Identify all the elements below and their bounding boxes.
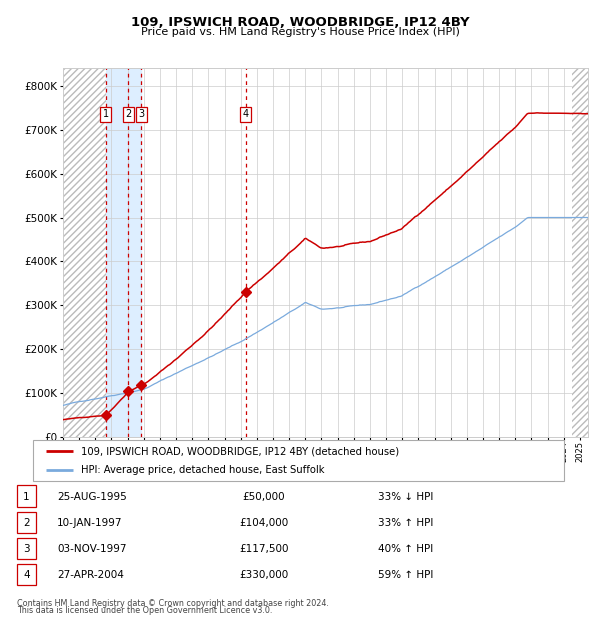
Text: 1: 1 (103, 109, 109, 119)
Text: 03-NOV-1997: 03-NOV-1997 (57, 544, 127, 554)
Bar (572, 68, 588, 437)
Text: Contains HM Land Registry data © Crown copyright and database right 2024.: Contains HM Land Registry data © Crown c… (17, 598, 329, 608)
Text: 2: 2 (125, 109, 131, 119)
Text: 10-JAN-1997: 10-JAN-1997 (57, 518, 122, 528)
Text: 33% ↓ HPI: 33% ↓ HPI (378, 492, 433, 502)
Text: 3: 3 (23, 544, 30, 554)
Text: This data is licensed under the Open Government Licence v3.0.: This data is licensed under the Open Gov… (17, 606, 272, 615)
Bar (106, 68, 141, 437)
Text: 2: 2 (23, 518, 30, 528)
Text: 1: 1 (23, 492, 30, 502)
Text: 4: 4 (243, 109, 249, 119)
Bar (63, 68, 106, 437)
Text: 33% ↑ HPI: 33% ↑ HPI (378, 518, 433, 528)
Text: HPI: Average price, detached house, East Suffolk: HPI: Average price, detached house, East… (81, 466, 324, 476)
Text: 59% ↑ HPI: 59% ↑ HPI (378, 570, 433, 580)
Text: £117,500: £117,500 (239, 544, 289, 554)
Text: 40% ↑ HPI: 40% ↑ HPI (378, 544, 433, 554)
Text: £50,000: £50,000 (242, 492, 286, 502)
Text: 3: 3 (138, 109, 144, 119)
FancyBboxPatch shape (33, 440, 564, 480)
Text: 25-AUG-1995: 25-AUG-1995 (57, 492, 127, 502)
Text: 27-APR-2004: 27-APR-2004 (57, 570, 124, 580)
Text: 109, IPSWICH ROAD, WOODBRIDGE, IP12 4BY (detached house): 109, IPSWICH ROAD, WOODBRIDGE, IP12 4BY … (81, 446, 399, 456)
Text: £104,000: £104,000 (239, 518, 289, 528)
Text: Price paid vs. HM Land Registry's House Price Index (HPI): Price paid vs. HM Land Registry's House … (140, 27, 460, 37)
Text: 4: 4 (23, 570, 30, 580)
Text: 109, IPSWICH ROAD, WOODBRIDGE, IP12 4BY: 109, IPSWICH ROAD, WOODBRIDGE, IP12 4BY (131, 16, 469, 29)
Text: £330,000: £330,000 (239, 570, 289, 580)
